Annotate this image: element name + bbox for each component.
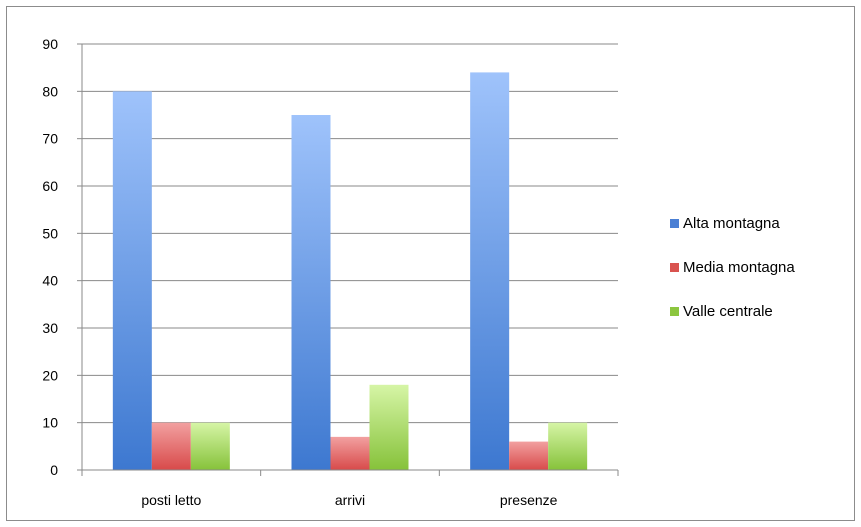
legend-swatch [670, 307, 679, 316]
y-tick-label: 50 [42, 225, 58, 241]
y-tick-label: 80 [42, 83, 58, 99]
y-tick-label: 0 [50, 462, 58, 478]
bar-media-montagna-posti-letto [151, 422, 191, 470]
legend-label: Alta montagna [683, 215, 780, 232]
bar-valle-centrale-posti-letto [190, 422, 230, 470]
legend-label: Valle centrale [683, 303, 773, 320]
bar-alta-montagna-arrivi [291, 115, 331, 470]
bars [112, 72, 588, 471]
bar-valle-centrale-arrivi [369, 384, 409, 470]
y-tick-label: 60 [42, 178, 58, 194]
legend-label: Media montagna [683, 259, 795, 276]
x-category-label: arrivi [335, 492, 365, 508]
y-tick-label: 20 [42, 367, 58, 383]
y-tick-label: 40 [42, 273, 58, 289]
y-tick-label: 10 [42, 415, 58, 431]
y-tick-label: 90 [42, 36, 58, 52]
bar-valle-centrale-presenze [548, 422, 588, 470]
x-category-label: posti letto [141, 492, 201, 508]
y-tick-label: 30 [42, 320, 58, 336]
x-axis-categories: posti letto arrivi presenze [141, 492, 557, 508]
y-tick-label: 70 [42, 131, 58, 147]
y-axis-ticks: 0 10 20 30 40 50 60 70 80 90 [42, 36, 58, 478]
axes [77, 43, 619, 476]
legend-swatch [670, 219, 679, 228]
gridlines [82, 43, 618, 424]
bar-media-montagna-presenze [509, 441, 549, 470]
bar-media-montagna-arrivi [330, 436, 370, 470]
legend: Alta montagna Media montagna Valle central… [670, 215, 795, 320]
x-category-label: presenze [500, 492, 558, 508]
bar-alta-montagna-presenze [470, 72, 510, 471]
legend-swatch [670, 263, 679, 272]
bar-alta-montagna-posti-letto [112, 91, 152, 470]
